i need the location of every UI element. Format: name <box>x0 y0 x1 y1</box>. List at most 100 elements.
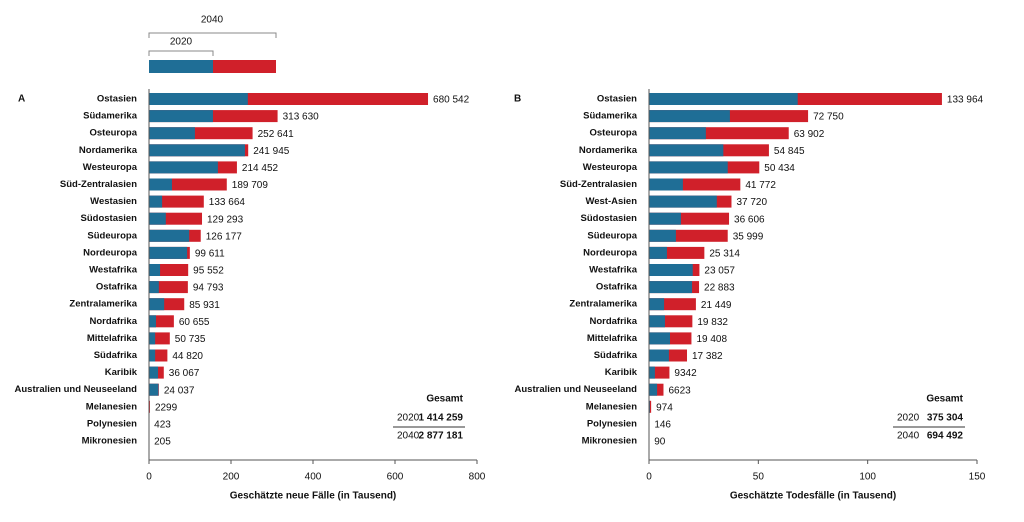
value-label: 423 <box>154 420 171 431</box>
category-label: Karibik <box>105 367 138 378</box>
category-label: West-Asien <box>585 196 637 207</box>
category-label: Zentralamerika <box>569 299 637 310</box>
value-label: 35 999 <box>733 231 764 242</box>
value-label: 63 902 <box>794 129 825 140</box>
value-label: 21 449 <box>701 300 732 311</box>
bar <box>649 349 669 362</box>
legend-label: 2040 <box>201 15 224 26</box>
x-axis-label: Geschätzte Todesfälle (in Tausend) <box>730 491 896 502</box>
bar <box>649 93 798 105</box>
category-label: Polynesien <box>87 418 137 429</box>
category-label: Osteuropa <box>589 128 637 139</box>
bar <box>149 110 213 123</box>
bar <box>649 246 667 259</box>
category-label: Nordamerika <box>79 145 138 156</box>
legend-swatch <box>213 60 276 73</box>
value-label: 129 293 <box>207 214 244 225</box>
x-tick-label: 0 <box>646 472 652 483</box>
bar <box>149 212 166 225</box>
category-label: Nordafrika <box>89 316 137 327</box>
value-label: 133 664 <box>209 197 246 208</box>
category-label: Südamerika <box>583 111 638 122</box>
category-label: Südafrika <box>94 350 138 361</box>
bar <box>649 264 693 276</box>
bar <box>649 281 693 294</box>
value-label: 54 845 <box>774 146 805 157</box>
value-label: 22 883 <box>704 283 735 294</box>
value-label: 94 793 <box>193 283 224 294</box>
bar <box>649 332 670 345</box>
value-label: 9342 <box>674 368 697 379</box>
category-label: Westeuropa <box>583 162 638 173</box>
legend-label: 2020 <box>170 37 193 48</box>
totals-value: 1 414 259 <box>419 413 464 424</box>
category-label: Südamerika <box>83 111 138 122</box>
category-label: Ostafrika <box>596 282 638 293</box>
category-label: Mikronesien <box>82 436 138 447</box>
bar <box>149 366 159 379</box>
bar <box>149 144 245 157</box>
bar <box>649 212 681 225</box>
category-label: Nordeuropa <box>583 247 638 258</box>
bar <box>149 383 159 396</box>
value-label: 2299 <box>155 402 178 413</box>
bar <box>649 110 730 123</box>
bar <box>649 195 717 208</box>
x-tick-label: 200 <box>223 472 240 483</box>
x-tick-label: 800 <box>469 472 486 483</box>
bar <box>649 400 652 413</box>
category-label: Melanesien <box>86 401 137 412</box>
category-label: Zentralamerika <box>69 299 137 310</box>
category-label: Südafrika <box>594 350 638 361</box>
value-label: 252 641 <box>258 129 295 140</box>
category-label: Süd-Zentralasien <box>560 179 637 190</box>
legend-bracket <box>148 50 214 56</box>
value-label: 36 067 <box>169 368 200 379</box>
panel-letter: B <box>514 94 521 105</box>
value-label: 85 931 <box>189 300 220 311</box>
legend-swatch <box>149 60 213 73</box>
value-label: 205 <box>154 437 171 448</box>
category-label: Südeuropa <box>587 230 637 241</box>
bar <box>149 229 190 242</box>
value-label: 72 750 <box>813 112 844 123</box>
value-label: 90 <box>654 437 666 448</box>
value-label: 24 037 <box>164 385 195 396</box>
value-label: 50 735 <box>175 334 206 345</box>
bar <box>649 229 676 242</box>
bar <box>149 315 156 328</box>
x-axis-label: Geschätzte neue Fälle (in Tausend) <box>230 491 397 502</box>
x-tick-label: 400 <box>305 472 322 483</box>
bar <box>149 127 195 140</box>
value-label: 19 832 <box>697 317 728 328</box>
category-label: Westeuropa <box>83 162 138 173</box>
bar <box>149 264 161 276</box>
category-label: Mittelafrika <box>587 333 638 344</box>
value-label: 17 382 <box>692 351 723 362</box>
category-label: Westafrika <box>589 265 638 276</box>
value-label: 189 709 <box>232 180 269 191</box>
value-label: 36 606 <box>734 214 765 225</box>
bar <box>149 178 172 191</box>
value-label: 313 630 <box>283 112 320 123</box>
category-label: Süd-Zentralasien <box>60 179 137 190</box>
bar <box>149 349 156 362</box>
bar <box>149 195 163 208</box>
category-label: Nordafrika <box>589 316 637 327</box>
value-label: 41 772 <box>745 180 776 191</box>
bar <box>649 144 724 157</box>
value-label: 95 552 <box>193 266 224 277</box>
category-label: Südeuropa <box>87 230 137 241</box>
bar <box>149 161 218 174</box>
value-label: 19 408 <box>696 334 727 345</box>
totals-value: 694 492 <box>927 431 964 442</box>
legend-bracket <box>148 32 277 38</box>
value-label: 6623 <box>668 385 691 396</box>
category-label: Nordamerika <box>579 145 638 156</box>
category-label: Südostasien <box>581 213 638 224</box>
bar <box>649 315 665 328</box>
value-label: 60 655 <box>179 317 210 328</box>
category-label: Westasien <box>90 196 137 207</box>
bar <box>649 366 655 379</box>
totals-value: 2 877 181 <box>419 431 464 442</box>
